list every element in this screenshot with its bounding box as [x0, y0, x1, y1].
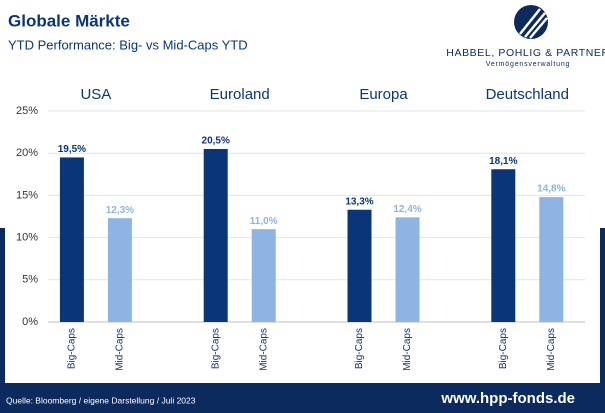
value-label: 13,3% [345, 196, 373, 207]
logo-stripes [519, 8, 548, 39]
x-tick-label: Mid-Caps [258, 328, 269, 371]
value-label: 14,8% [537, 184, 565, 195]
logo-name: HABBEL, POHLIG & PARTNER [446, 47, 605, 59]
value-label: 20,5% [202, 136, 230, 147]
y-tick-label: 15% [16, 189, 38, 201]
bar [395, 217, 420, 322]
group-label: Deutschland [486, 86, 569, 103]
bar [539, 197, 564, 322]
bar [203, 148, 228, 322]
x-tick-label: Mid-Caps [402, 328, 413, 371]
bar [491, 169, 516, 322]
value-label: 11,0% [250, 216, 278, 227]
y-tick-label: 5% [22, 274, 38, 286]
footer-bar [0, 383, 605, 413]
group-label: Europa [359, 86, 408, 103]
x-tick-label: Big-Caps [67, 328, 78, 369]
chart-subtitle: YTD Performance: Big- vs Mid-Caps YTD [8, 37, 248, 52]
group-label: Euroland [210, 86, 270, 103]
x-tick-label: Big-Caps [498, 328, 509, 369]
group-label: USA [80, 86, 111, 103]
logo-tagline: Vermögensverwaltung [486, 61, 570, 68]
bar [59, 157, 84, 322]
source-note: Quelle: Bloomberg / eigene Darstellung /… [6, 395, 196, 405]
bar [251, 229, 276, 322]
x-tick-label: Mid-Caps [546, 328, 557, 371]
y-tick-label: 10% [16, 232, 38, 244]
side-strip [600, 228, 605, 388]
x-tick-label: Mid-Caps [115, 328, 126, 371]
y-tick-label: 25% [16, 105, 38, 117]
value-label: 19,5% [58, 144, 86, 155]
bar [347, 209, 372, 322]
side-strip [0, 228, 5, 388]
x-tick-label: Big-Caps [354, 328, 365, 369]
x-tick-label: Big-Caps [210, 328, 221, 369]
bar [107, 218, 132, 322]
website: www.hpp-fonds.de [440, 390, 575, 407]
value-label: 12,3% [106, 205, 134, 216]
y-tick-label: 0% [22, 316, 38, 328]
y-tick-label: 20% [16, 147, 38, 159]
value-label: 18,1% [489, 156, 517, 167]
chart-title: Globale Märkte [8, 11, 130, 30]
logo-icon [514, 5, 548, 39]
value-label: 12,4% [393, 204, 421, 215]
